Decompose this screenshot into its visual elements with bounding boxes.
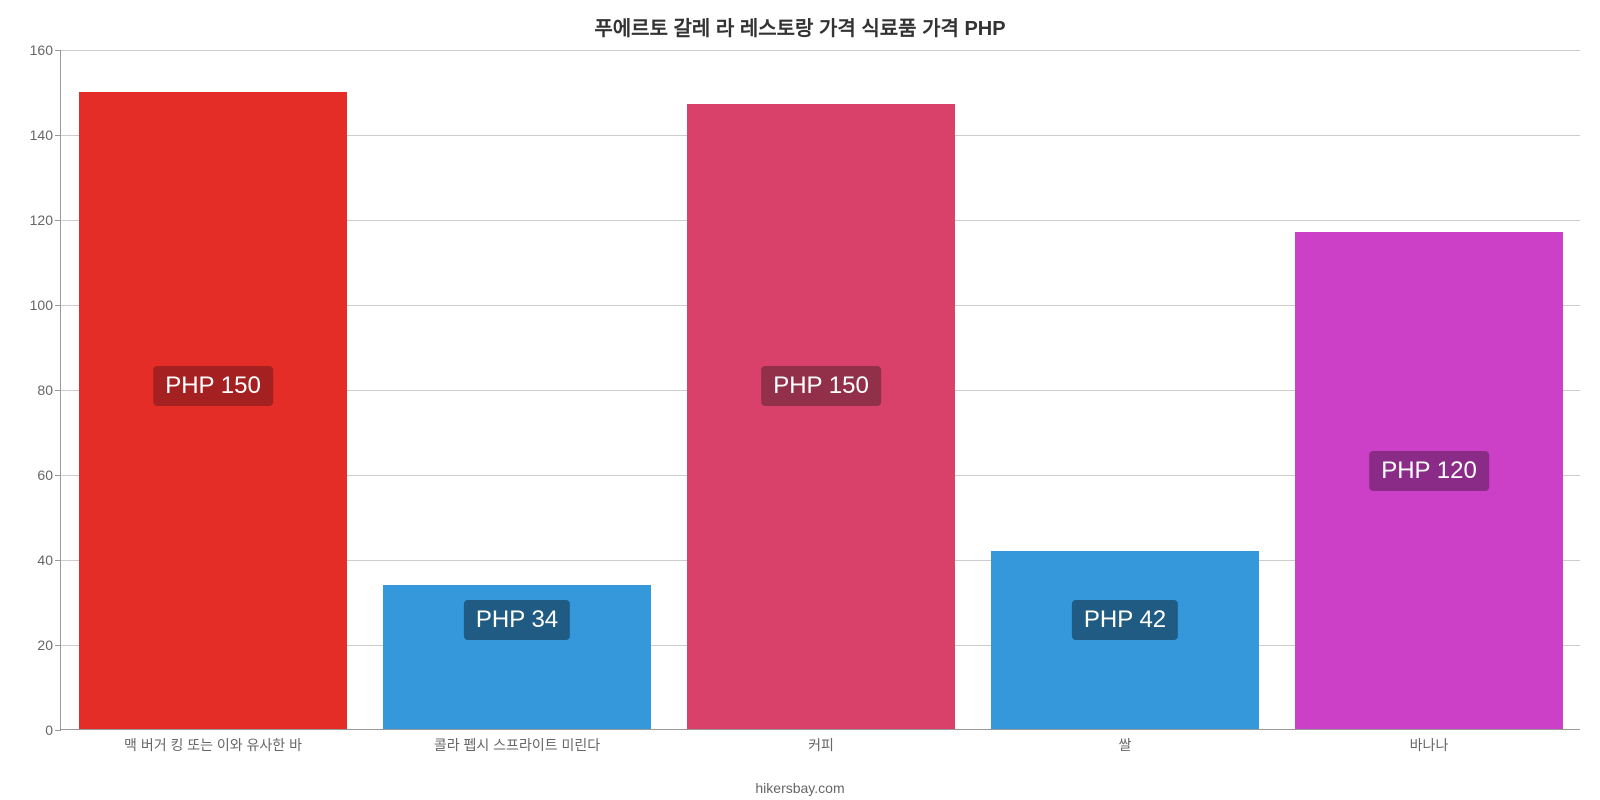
y-tick-label: 40 bbox=[37, 552, 61, 568]
y-tick-label: 100 bbox=[30, 297, 61, 313]
y-tick-label: 140 bbox=[30, 127, 61, 143]
chart-title: 푸에르토 갈레 라 레스토랑 가격 식료품 가격 PHP bbox=[0, 0, 1600, 41]
bar-data-label: PHP 42 bbox=[1072, 600, 1178, 640]
x-category-label: 콜라 펩시 스프라이트 미린다 bbox=[434, 735, 600, 755]
bar bbox=[687, 104, 955, 729]
bar-data-label: PHP 150 bbox=[761, 366, 881, 406]
y-tick-label: 60 bbox=[37, 467, 61, 483]
bar bbox=[991, 551, 1259, 730]
bar-data-label: PHP 120 bbox=[1369, 451, 1489, 491]
y-tick-label: 0 bbox=[45, 722, 61, 738]
x-category-label: 커피 bbox=[808, 735, 834, 755]
bar-data-label: PHP 34 bbox=[464, 600, 570, 640]
y-tick-label: 120 bbox=[30, 212, 61, 228]
y-tick-label: 20 bbox=[37, 637, 61, 653]
gridline bbox=[61, 50, 1580, 51]
x-category-label: 맥 버거 킹 또는 이와 유사한 바 bbox=[124, 735, 302, 755]
chart-container: 020406080100120140160맥 버거 킹 또는 이와 유사한 바P… bbox=[60, 50, 1580, 750]
y-tick-label: 160 bbox=[30, 42, 61, 58]
plot-area: 020406080100120140160맥 버거 킹 또는 이와 유사한 바P… bbox=[60, 50, 1580, 730]
bar-data-label: PHP 150 bbox=[153, 366, 273, 406]
chart-footer: hikersbay.com bbox=[0, 780, 1600, 796]
x-category-label: 바나나 bbox=[1410, 735, 1449, 755]
y-tick-label: 80 bbox=[37, 382, 61, 398]
bar bbox=[79, 92, 347, 730]
x-category-label: 쌀 bbox=[1119, 735, 1132, 755]
